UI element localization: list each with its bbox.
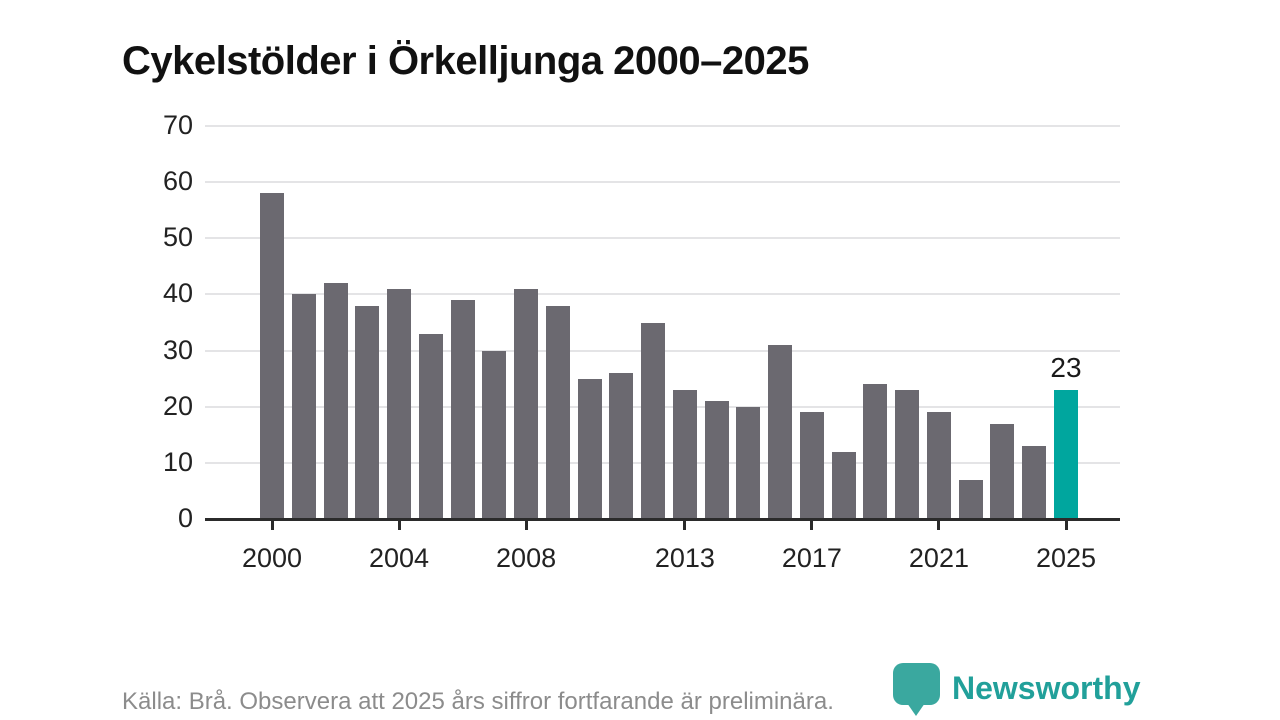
bar-2023 — [990, 423, 1015, 519]
bar-2011 — [609, 373, 634, 519]
y-axis-tick-label: 30 — [162, 334, 193, 365]
bar-2008 — [514, 288, 539, 519]
bar-2016 — [768, 344, 793, 519]
logo-bar-chart-icon — [901, 643, 908, 655]
y-axis-tick-label: 0 — [177, 503, 193, 533]
bar-2002 — [323, 283, 348, 519]
bar-2000 — [260, 193, 284, 519]
chart-title: Cykelstölder i Örkelljunga 2000–2025 — [122, 38, 809, 83]
logo-bar-chart-icon — [924, 628, 931, 650]
x-axis-tick — [937, 521, 941, 530]
y-axis-tick-label: 40 — [162, 278, 193, 309]
x-axis-tick — [683, 521, 687, 530]
y-axis-tick-label: 50 — [162, 222, 193, 253]
x-axis-tick-label: 2021 — [908, 543, 969, 573]
bar-2025 — [1054, 389, 1078, 519]
bar-2014 — [704, 401, 729, 519]
logo-bar-chart-icon — [912, 636, 919, 655]
logo-bubble-shape — [893, 663, 940, 705]
x-axis-tick-label: 2017 — [781, 543, 842, 573]
x-axis-tick-label: 2025 — [1035, 543, 1097, 573]
x-axis-tick-label: 2013 — [654, 543, 715, 573]
bar-2013 — [672, 389, 697, 519]
gridline-y-60 — [205, 181, 1120, 184]
bar-2005 — [418, 333, 443, 519]
bar-2012 — [641, 322, 666, 519]
bar-2001 — [291, 294, 316, 519]
gridline-y-50 — [205, 237, 1120, 240]
bar-2017 — [799, 412, 824, 519]
y-axis-tick-label: 10 — [162, 446, 193, 477]
y-axis-tick-label: 70 — [162, 110, 193, 140]
bar-2004 — [387, 288, 412, 519]
x-axis-tick-label: 2000 — [241, 543, 303, 573]
bar-2003 — [355, 305, 380, 519]
bar-2010 — [577, 378, 602, 519]
bar-2019 — [863, 384, 888, 519]
gridline-y-70 — [205, 125, 1120, 127]
bar-2018 — [831, 451, 856, 519]
y-axis-tick-label: 20 — [162, 390, 193, 421]
x-axis-line — [205, 518, 1120, 521]
bar-2022 — [958, 479, 983, 519]
newsworthy-wordmark: Newsworthy — [952, 670, 1141, 706]
highlight-value-label: 23 — [1050, 351, 1082, 383]
x-axis-tick — [1064, 521, 1068, 530]
x-axis-tick — [524, 521, 528, 530]
bar-2020 — [895, 389, 920, 519]
bar-2006 — [450, 300, 475, 519]
bar-2021 — [926, 412, 951, 519]
y-axis-tick-label: 60 — [162, 166, 193, 197]
x-axis-tick — [810, 521, 814, 530]
x-axis-tick — [397, 521, 401, 530]
logo-exclamation-dot-icon — [924, 653, 931, 658]
logo-bubble-tail — [907, 703, 925, 716]
bar-2007 — [482, 350, 507, 519]
bar-2015 — [736, 406, 761, 519]
bar-2024 — [1022, 446, 1047, 519]
x-axis-tick — [270, 521, 274, 530]
gridline-y-40 — [205, 293, 1120, 296]
x-axis-tick-label: 2004 — [368, 543, 430, 573]
source-note: Källa: Brå. Observera att 2025 års siffr… — [122, 688, 834, 715]
x-axis-tick-label: 2008 — [496, 543, 557, 573]
bar-2009 — [545, 305, 570, 519]
